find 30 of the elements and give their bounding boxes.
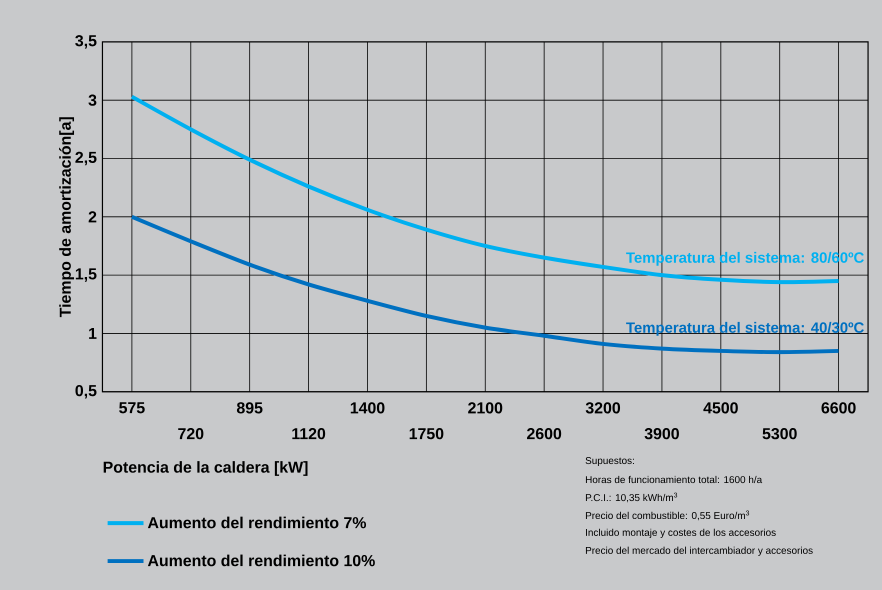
text: Precio del mercado del intercambiador y accesorios — [586, 546, 813, 556]
text: Supuestos: — [586, 456, 634, 466]
y-tick-label: 2 — [88, 211, 96, 222]
text: Horas de funcionamiento total: 1600 h/a — [586, 476, 762, 484]
legend-label: Aumento del rendimiento 7% — [148, 516, 366, 528]
x-tick-label: 3900 — [644, 428, 679, 440]
x-tick-label: 3200 — [586, 402, 620, 414]
text: Potencia de la caldera [kW] — [104, 461, 308, 476]
x-tick-label: 4500 — [703, 402, 738, 414]
x-tick-label: 6600 — [822, 402, 856, 414]
x-tick-label: 5300 — [762, 428, 797, 440]
text: P.C.I.: 10,35 kWh/m$^{3}$ — [586, 492, 678, 502]
y-tick-label: 1,5 — [76, 268, 97, 282]
y-axis-title: Tiempo de amortización[a] — [59, 117, 74, 318]
x-tick-label: 720 — [178, 428, 204, 440]
y-tick-label: 3 — [88, 94, 96, 106]
x-tick-label: 2600 — [527, 428, 562, 440]
y-tick-label: 3,5 — [75, 35, 97, 49]
text: Precio del combustible: 0,55 Euro/m$^{3}$ — [586, 510, 750, 520]
x-tick-label: 1120 — [292, 428, 326, 440]
x-tick-label: 1400 — [350, 402, 384, 414]
x-tick-label: 895 — [236, 402, 262, 414]
text: Incluido montaje y costes de los accesorios — [586, 528, 776, 538]
legend-label: Aumento del rendimiento 10% — [148, 554, 375, 566]
x-tick-label: 2100 — [468, 402, 502, 414]
x-tick-label: 1750 — [410, 428, 444, 440]
y-tick-label: 2,5 — [75, 152, 97, 166]
y-tick-label: 0,5 — [75, 384, 97, 398]
x-tick-label: 575 — [119, 402, 145, 414]
y-tick-label: 1 — [89, 328, 97, 339]
